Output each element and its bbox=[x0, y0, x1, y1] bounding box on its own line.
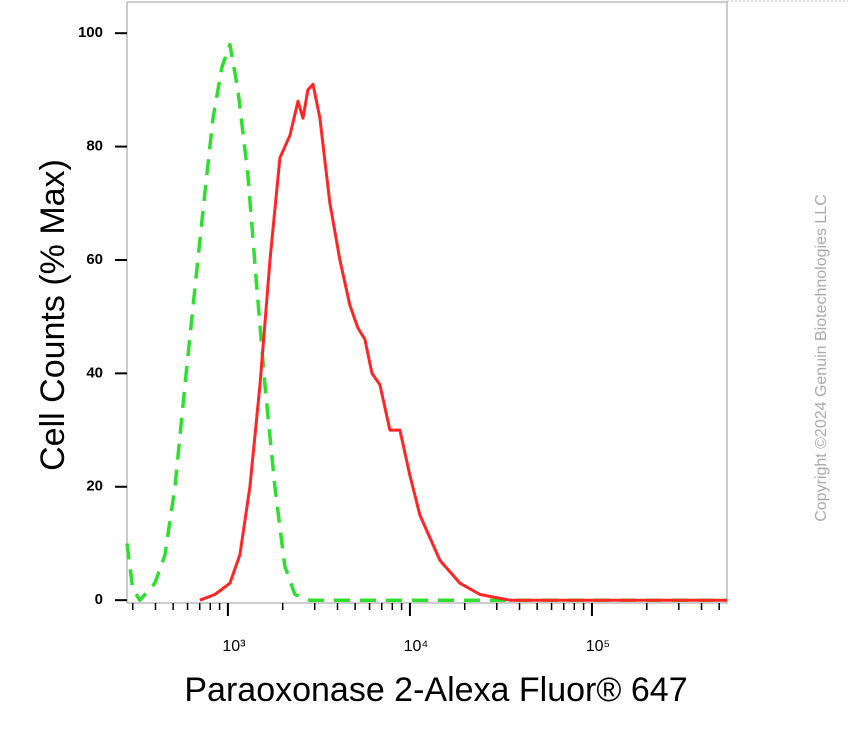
histogram-line bbox=[125, 42, 727, 602]
plot-frame bbox=[126, 1, 728, 604]
y-tick-label: 60 bbox=[86, 251, 103, 268]
x-tick-label: 10⁴ bbox=[404, 638, 429, 655]
y-tick-label: 100 bbox=[78, 24, 103, 41]
y-tick-label: 0 bbox=[95, 591, 103, 608]
y-tick-label: 40 bbox=[86, 364, 103, 381]
histogram-line bbox=[199, 82, 727, 602]
x-tick-label: 10⁵ bbox=[586, 638, 610, 655]
copyright: Copyright ©2024 Genuin Biotechnologies L… bbox=[813, 194, 830, 522]
x-tick-label: 10³ bbox=[222, 638, 246, 655]
y-axis-label: Cell Counts (% Max) bbox=[34, 159, 72, 471]
y-tick-label: 80 bbox=[86, 138, 103, 155]
y-tick-label: 20 bbox=[86, 478, 103, 495]
x-axis-label: Paraoxonase 2-Alexa Fluor® 647 bbox=[184, 671, 687, 709]
